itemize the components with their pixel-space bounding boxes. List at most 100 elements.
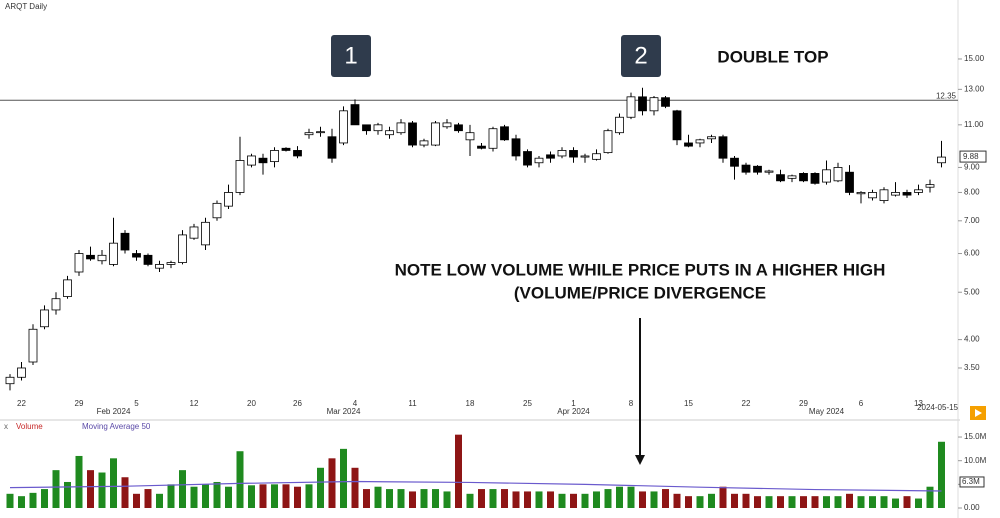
y-tick-label: 15.0M xyxy=(964,432,987,441)
volume-bar xyxy=(535,491,543,508)
candle-body xyxy=(902,192,912,196)
x-tick-label: 8 xyxy=(629,399,634,408)
x-month-label: Apr 2024 xyxy=(557,407,590,416)
candle-body xyxy=(224,192,233,207)
candle-body xyxy=(810,173,820,184)
y-tick-label: 13.00 xyxy=(964,84,985,93)
candle-body xyxy=(511,138,521,157)
volume-bar xyxy=(317,467,324,508)
x-tick-label: 29 xyxy=(75,399,84,408)
volume-bar xyxy=(811,496,819,508)
annotation-box xyxy=(331,35,371,77)
volume-bar xyxy=(478,489,485,508)
volume-bar xyxy=(846,493,853,508)
x-tick-label: 22 xyxy=(17,399,26,408)
volume-bar xyxy=(869,496,876,508)
volume-bar xyxy=(903,496,911,508)
volume-bar xyxy=(75,455,83,508)
x-tick-label: 6 xyxy=(859,399,864,408)
x-tick-label: 11 xyxy=(408,399,417,408)
volume-bar xyxy=(823,496,830,508)
volume-bar xyxy=(639,491,646,508)
candle-body xyxy=(293,150,302,157)
candle-body xyxy=(270,150,279,163)
volume-bar xyxy=(604,489,612,508)
candle-body xyxy=(534,157,544,164)
candle-body xyxy=(638,96,647,112)
candle-body xyxy=(431,122,440,146)
volume-bar xyxy=(420,489,428,508)
x-tick-label: 25 xyxy=(523,399,532,408)
legend-entry[interactable]: Volume xyxy=(16,422,43,431)
volume-bar xyxy=(765,496,773,508)
volume-bar xyxy=(340,448,347,508)
candle-body xyxy=(914,189,923,193)
volume-bar xyxy=(570,493,577,508)
x-tick-label: 5 xyxy=(134,399,139,408)
candle-body xyxy=(97,254,107,262)
candle-body xyxy=(281,147,291,151)
volume-bar xyxy=(167,484,175,508)
y-tick-label: 10.0M xyxy=(964,456,987,465)
volume-bar xyxy=(719,486,727,508)
close-icon[interactable]: x xyxy=(4,422,8,431)
candle-body xyxy=(51,298,61,311)
x-tick-label: 4 xyxy=(353,399,358,408)
candle-body xyxy=(569,150,578,158)
y-tick-label: 5.00 xyxy=(964,287,980,296)
y-tick-label: 6.00 xyxy=(964,249,980,258)
candle-body xyxy=(707,136,716,140)
candle-body xyxy=(546,154,555,159)
x-tick-label: 18 xyxy=(466,399,475,408)
volume-bar xyxy=(52,470,60,508)
volume-bar xyxy=(41,489,48,508)
volume-bar xyxy=(616,486,623,508)
annotation-number: 1 xyxy=(344,42,357,69)
volume-bar xyxy=(29,492,37,508)
x-tick-label: 15 xyxy=(684,399,693,408)
candle-body xyxy=(684,142,693,147)
candle-body xyxy=(40,309,49,328)
pattern-label: DOUBLE TOP xyxy=(717,47,828,66)
candle-body xyxy=(649,97,659,112)
candle-body xyxy=(937,156,946,164)
candle-body xyxy=(212,202,222,219)
candle-body xyxy=(247,155,256,166)
candle-body xyxy=(764,170,774,173)
y-tick-label: 4.00 xyxy=(964,335,980,344)
volume-bar xyxy=(581,493,589,508)
candle-body xyxy=(396,122,406,134)
volume-bar xyxy=(627,486,635,508)
note-text: NOTE LOW VOLUME WHILE PRICE PUTS IN A HI… xyxy=(395,260,886,279)
x-tick-label: 29 xyxy=(799,399,808,408)
volume-bar xyxy=(386,489,393,508)
volume-bar xyxy=(501,489,508,508)
candle-body xyxy=(350,104,360,126)
volume-bar xyxy=(662,489,669,508)
candle-body xyxy=(327,136,337,159)
volume-bar xyxy=(742,493,750,508)
candle-body xyxy=(753,165,762,173)
volume-bar xyxy=(156,493,163,508)
x-month-label: May 2024 xyxy=(809,407,845,416)
legend-entry[interactable]: Moving Average 50 xyxy=(82,422,151,431)
volume-bar xyxy=(455,434,462,508)
candle-body xyxy=(500,126,509,141)
volume-bar xyxy=(213,481,221,508)
volume-bar xyxy=(202,484,209,508)
candle-body xyxy=(661,97,670,107)
volume-bar xyxy=(593,491,600,508)
candle-body xyxy=(86,254,95,260)
volume-bar xyxy=(685,496,692,508)
candle-body xyxy=(155,264,164,269)
candle-body xyxy=(799,173,808,182)
candle-body xyxy=(822,169,831,183)
candle-body xyxy=(580,155,590,158)
candle-body xyxy=(442,122,452,128)
candle-body xyxy=(868,192,877,199)
value-tag-box xyxy=(959,476,985,488)
y-tick-label: 15.00 xyxy=(964,54,985,63)
volume-bar xyxy=(374,486,382,508)
volume-bar xyxy=(190,486,198,508)
